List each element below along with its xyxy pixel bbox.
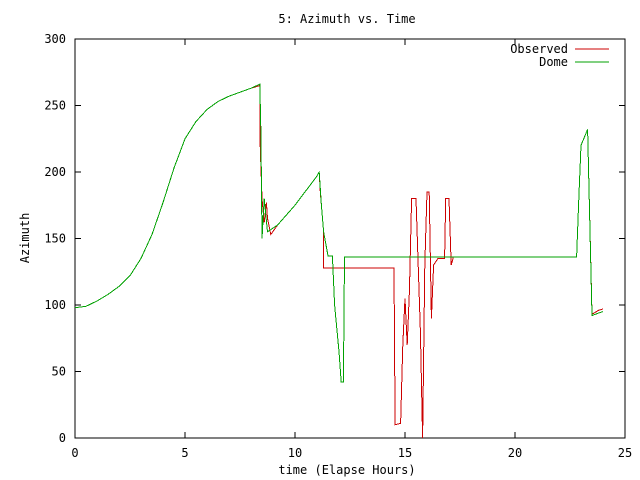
legend-label-dome: Dome — [539, 55, 568, 69]
y-tick-label: 100 — [44, 298, 66, 312]
y-tick-label: 250 — [44, 99, 66, 113]
series-line-dome — [74, 83, 604, 383]
x-tick-label: 10 — [288, 446, 302, 460]
y-tick-label: 50 — [52, 365, 66, 379]
x-tick-label: 0 — [71, 446, 78, 460]
y-tick-label: 150 — [44, 232, 66, 246]
chart-title: 5: Azimuth vs. Time — [278, 12, 415, 26]
y-axis-label: Azimuth — [18, 213, 32, 264]
series-layer — [74, 83, 604, 439]
legend-label-observed: Observed — [510, 42, 568, 56]
x-tick-label: 25 — [618, 446, 632, 460]
x-tick-label: 15 — [398, 446, 412, 460]
x-tick-label: 20 — [508, 446, 522, 460]
y-tick-label: 200 — [44, 165, 66, 179]
y-tick-label: 0 — [59, 431, 66, 445]
plot-frame — [74, 38, 626, 439]
x-tick-label: 5 — [181, 446, 188, 460]
y-tick-label: 300 — [44, 32, 66, 46]
x-axis-label: time (Elapse Hours) — [278, 463, 415, 477]
series-line-observed — [74, 84, 604, 439]
